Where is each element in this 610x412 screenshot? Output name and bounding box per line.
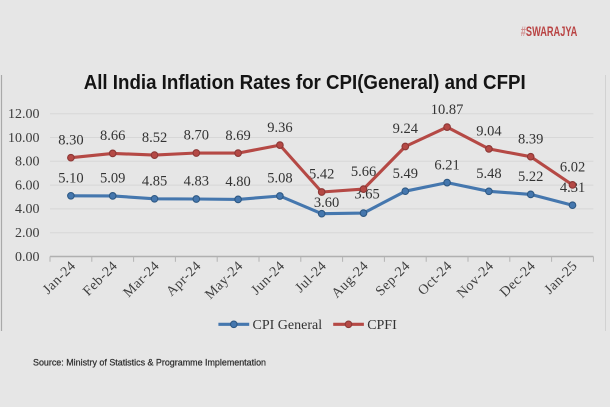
svg-text:5.22: 5.22 (518, 169, 543, 185)
svg-text:5.42: 5.42 (309, 167, 334, 183)
svg-text:8.30: 8.30 (58, 132, 83, 148)
svg-text:9.04: 9.04 (476, 124, 502, 140)
svg-text:5.10: 5.10 (58, 171, 83, 187)
svg-text:8.52: 8.52 (142, 130, 167, 146)
svg-text:6.00: 6.00 (15, 178, 40, 193)
svg-text:6.21: 6.21 (434, 157, 459, 173)
svg-text:8.66: 8.66 (100, 128, 125, 144)
svg-text:0.00: 0.00 (15, 250, 40, 265)
svg-text:Source: Ministry of Statistics: Source: Ministry of Statistics & Program… (33, 358, 266, 369)
svg-text:8.70: 8.70 (184, 128, 209, 144)
svg-text:6.02: 6.02 (560, 160, 585, 176)
svg-text:5.48: 5.48 (476, 166, 501, 182)
svg-text:5.66: 5.66 (351, 164, 376, 180)
svg-text:9.36: 9.36 (267, 120, 292, 136)
svg-text:5.09: 5.09 (100, 171, 125, 187)
svg-text:4.85: 4.85 (142, 174, 167, 190)
svg-text:4.00: 4.00 (15, 202, 40, 217)
svg-text:12.00: 12.00 (8, 107, 40, 122)
svg-text:5.08: 5.08 (267, 171, 292, 187)
svg-text:8.00: 8.00 (15, 155, 40, 170)
svg-text:5.49: 5.49 (393, 166, 418, 182)
svg-text:10.00: 10.00 (8, 131, 40, 146)
svg-text:9.24: 9.24 (393, 121, 419, 137)
svg-text:2.00: 2.00 (15, 226, 40, 241)
svg-text:8.69: 8.69 (225, 128, 250, 144)
svg-text:4.83: 4.83 (184, 174, 209, 190)
svg-text:10.87: 10.87 (431, 102, 464, 118)
svg-text:3.60: 3.60 (314, 195, 339, 211)
svg-text:8.39: 8.39 (518, 131, 543, 147)
svg-text:All India Inflation Rates for: All India Inflation Rates for CPI(Genera… (84, 72, 526, 94)
svg-text:CPFI: CPFI (367, 318, 397, 333)
svg-text:#SWARAJYA: #SWARAJYA (521, 24, 578, 39)
svg-text:CPI General: CPI General (253, 318, 323, 333)
svg-text:4.80: 4.80 (225, 174, 250, 190)
